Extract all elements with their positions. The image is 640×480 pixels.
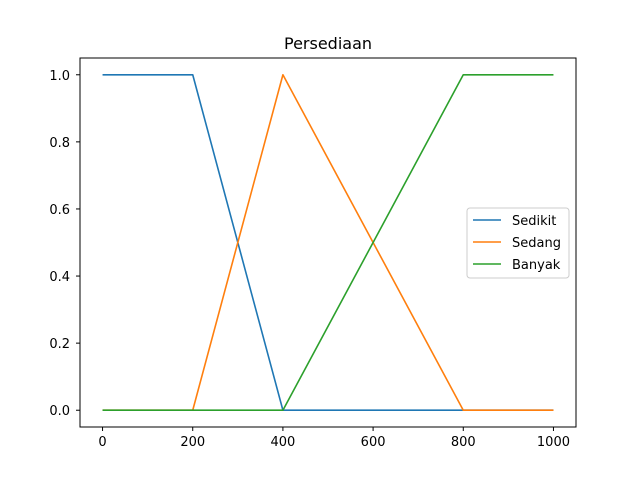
legend-label-sedikit: Sedikit (512, 214, 556, 229)
legend-label-sedang: Sedang (512, 236, 561, 251)
x-tick-label: 400 (270, 435, 295, 450)
x-tick-label: 600 (361, 435, 386, 450)
legend-label-banyak: Banyak (512, 258, 561, 273)
y-axis: 0.0 0.2 0.4 0.6 0.8 1.0 (49, 69, 80, 419)
y-tick-label: 0.4 (49, 270, 70, 285)
y-tick-label: 0.0 (49, 404, 70, 419)
plot-area (79, 57, 577, 428)
y-tick-label: 0.6 (49, 203, 70, 218)
y-tick-label: 0.8 (49, 136, 70, 151)
x-tick-label: 0 (98, 435, 106, 450)
series-line-banyak (102, 73, 554, 412)
series-group (102, 73, 554, 412)
chart-title: Persediaan (284, 34, 372, 53)
legend-box (466, 207, 570, 279)
x-tick-label: 1000 (537, 435, 570, 450)
y-tick-label: 0.2 (49, 337, 70, 352)
x-tick-label: 800 (451, 435, 476, 450)
legend: Sedikit Sedang Banyak (466, 207, 570, 279)
x-axis: 0 200 400 600 800 1000 (98, 427, 570, 450)
x-tick-label: 200 (180, 435, 205, 450)
y-tick-label: 1.0 (49, 69, 70, 84)
axes-frame (79, 57, 577, 428)
